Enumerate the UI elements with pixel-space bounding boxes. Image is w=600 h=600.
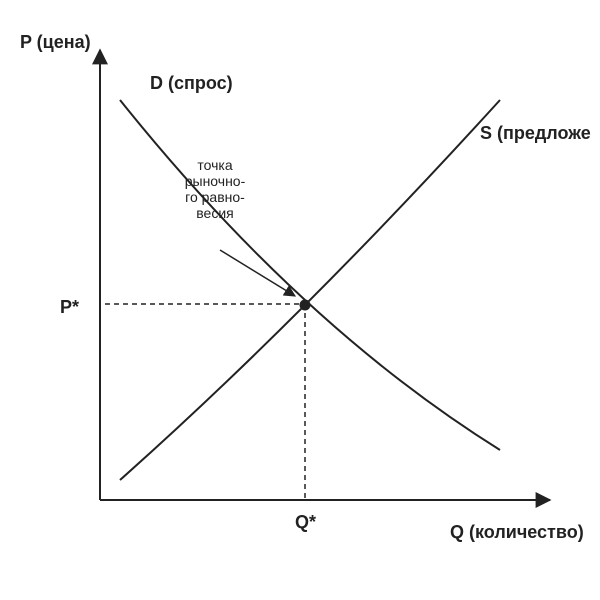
annotation-line: точка [197, 157, 232, 173]
annotation-line: рыночно- [185, 173, 246, 189]
equilibrium-point [299, 299, 311, 311]
annotation-line: го равно- [185, 189, 245, 205]
supply-label: S (предложе [480, 123, 591, 143]
supply-curve [119, 99, 501, 481]
demand-label: D (спрос) [150, 73, 233, 93]
annotation-line: весия [196, 205, 233, 221]
annotation-arrow [219, 249, 297, 297]
y-axis-label: P (цена) [20, 32, 91, 52]
quantity-label: Q* [295, 512, 316, 532]
price-label: P* [60, 297, 79, 317]
x-axis-label: Q (количество) [450, 522, 584, 542]
demand-curve [119, 99, 501, 451]
